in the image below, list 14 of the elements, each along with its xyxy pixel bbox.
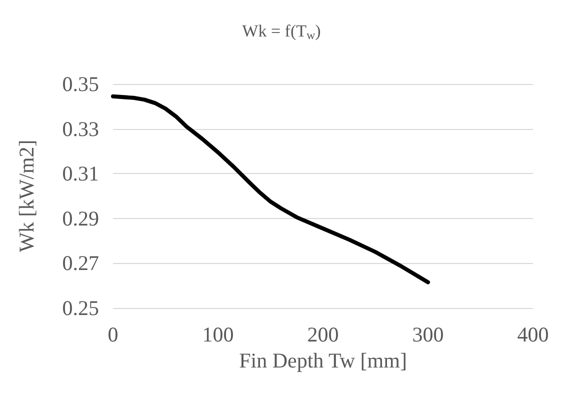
y-tick-label: 0.27 (62, 251, 99, 276)
x-tick-label: 200 (307, 322, 339, 346)
y-tick-label: 0.33 (62, 116, 99, 141)
y-tick-label: 0.25 (62, 296, 99, 320)
y-tick-label: 0.31 (62, 162, 99, 186)
y-tick-label: 0.29 (62, 206, 99, 230)
x-tick-label: 100 (202, 322, 234, 346)
y-axis-title: Wk [kW/m2] (14, 140, 38, 252)
x-tick-label: 400 (517, 322, 549, 346)
x-tick-label: 300 (412, 322, 444, 346)
x-tick-label: 0 (108, 322, 118, 346)
y-tick-label: 0.35 (62, 72, 99, 96)
x-axis-title: Fin Depth Tw [mm] (239, 348, 407, 372)
line-series (111, 94, 430, 284)
